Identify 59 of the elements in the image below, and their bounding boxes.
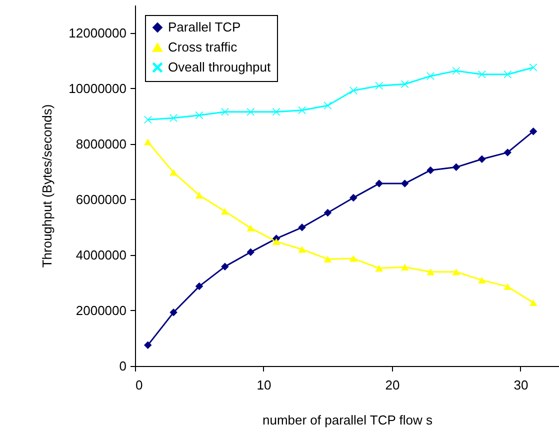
point: [144, 341, 152, 350]
point: [298, 246, 306, 253]
point: [400, 180, 409, 188]
x-tick-label: 10: [256, 378, 272, 392]
x-axis-title: number of parallel TCP flow s: [262, 412, 434, 428]
x-tick-label: 30: [514, 378, 528, 392]
point: [144, 138, 152, 146]
point: [452, 163, 460, 172]
point: [195, 282, 204, 290]
point: [170, 308, 178, 316]
point: [144, 116, 152, 124]
point: [478, 70, 486, 78]
y-tick-label: 0: [119, 358, 126, 374]
point: [400, 264, 409, 270]
point: [195, 111, 204, 120]
point: [298, 224, 306, 232]
point: [350, 255, 358, 262]
point: [195, 192, 204, 199]
point: [350, 194, 358, 202]
point: [221, 262, 229, 270]
point: [246, 224, 255, 232]
point: [426, 72, 434, 80]
point: [452, 66, 460, 75]
point: [426, 268, 434, 276]
point: [246, 108, 255, 116]
x-tick-label: 20: [385, 378, 400, 392]
point: [452, 268, 460, 276]
point: [272, 238, 280, 245]
point: [350, 86, 358, 94]
point: [324, 208, 332, 217]
y-tick-label: 10000000: [68, 80, 126, 96]
legend-label: Cross traffic: [168, 40, 238, 54]
point: [504, 283, 512, 290]
point: [504, 70, 512, 78]
point: [170, 114, 178, 122]
point: [246, 248, 255, 256]
legend-label: Oveall throughput: [168, 60, 272, 74]
y-tick-label: 4000000: [76, 247, 126, 262]
point: [400, 80, 409, 88]
point: [375, 264, 383, 272]
point: [221, 208, 229, 215]
point: [478, 276, 486, 284]
point: [375, 180, 383, 188]
point: [529, 299, 538, 306]
y-tick-label: 6000000: [76, 192, 126, 207]
point: [529, 127, 538, 136]
y-tick-label: 8000000: [76, 136, 126, 152]
point: [478, 155, 486, 163]
point: [504, 148, 512, 156]
point: [324, 256, 332, 262]
point: [221, 108, 229, 116]
y-axis-title: Throughput (Bytes/seconds): [40, 104, 55, 268]
y-tick-label: 2000000: [76, 302, 126, 318]
legend-label: Parallel TCP: [168, 20, 241, 34]
y-tick-label: 12000000: [68, 25, 126, 40]
point: [426, 166, 434, 174]
point: [375, 82, 383, 90]
x-tick-label: 0: [136, 378, 143, 392]
point: [170, 169, 178, 176]
